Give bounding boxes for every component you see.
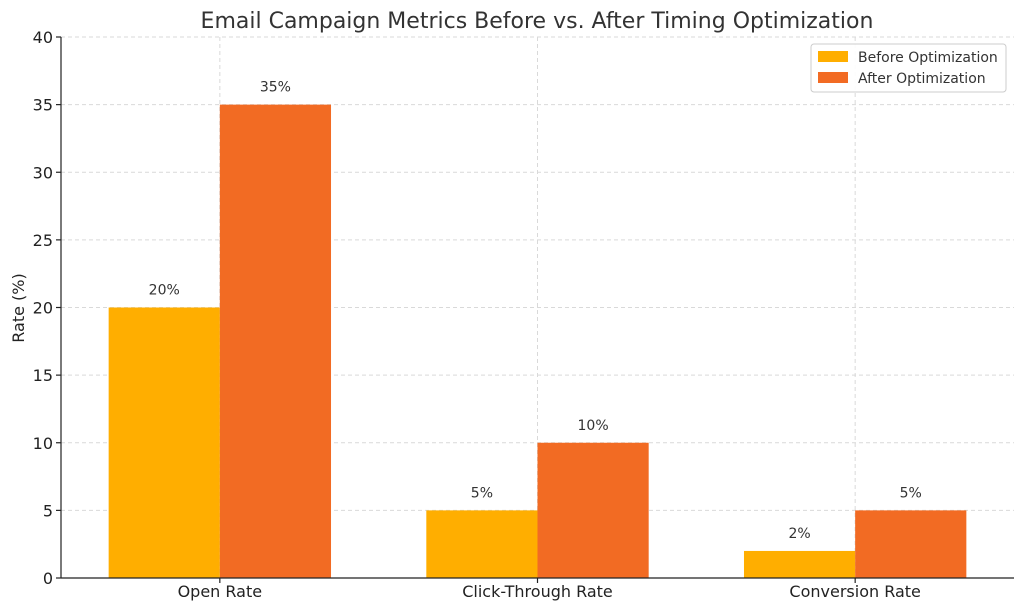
y-tick-label: 0 [43,569,53,588]
data-label: 35% [260,80,291,96]
y-tick-label: 40 [33,28,53,47]
data-labels: 20% 5% 2% 35% 10% 5% [149,80,922,542]
y-tick-label: 35 [33,96,53,115]
legend: Before Optimization After Optimization [810,43,1007,93]
data-label: 5% [471,485,493,501]
y-tick-label: 15 [33,366,53,385]
bar-after-2 [855,510,967,578]
y-tick-label: 30 [33,163,53,182]
x-tick-label: Click-Through Rate [462,582,613,601]
legend-swatch [818,51,848,62]
data-label: 10% [578,418,609,434]
y-tick-label: 10 [33,434,53,453]
axes: 0 5 10 15 20 25 30 35 40 Open Rate Click-Through R… [33,28,1014,601]
bar-before-0 [108,307,220,578]
data-label: 2% [788,526,810,542]
y-tick-label: 5 [43,501,53,520]
legend-swatch [818,72,848,83]
bar-before-1 [426,510,538,578]
y-tick-label: 20 [33,299,53,318]
data-label: 5% [900,485,922,501]
x-tick-label: Open Rate [178,582,263,601]
x-tick-label: Conversion Rate [789,582,920,601]
legend-label: Before Optimization [858,50,998,66]
bars [108,104,967,578]
legend-box [810,43,1007,93]
data-label: 20% [149,283,180,299]
bar-before-2 [743,550,856,578]
legend-label: After Optimization [858,71,986,87]
bar-after-0 [219,104,332,578]
chart-title: Email Campaign Metrics Before vs. After … [201,9,874,34]
y-tick-label: 25 [33,231,53,250]
y-axis-label: Rate (%) [9,273,28,342]
bar-after-1 [537,442,649,578]
